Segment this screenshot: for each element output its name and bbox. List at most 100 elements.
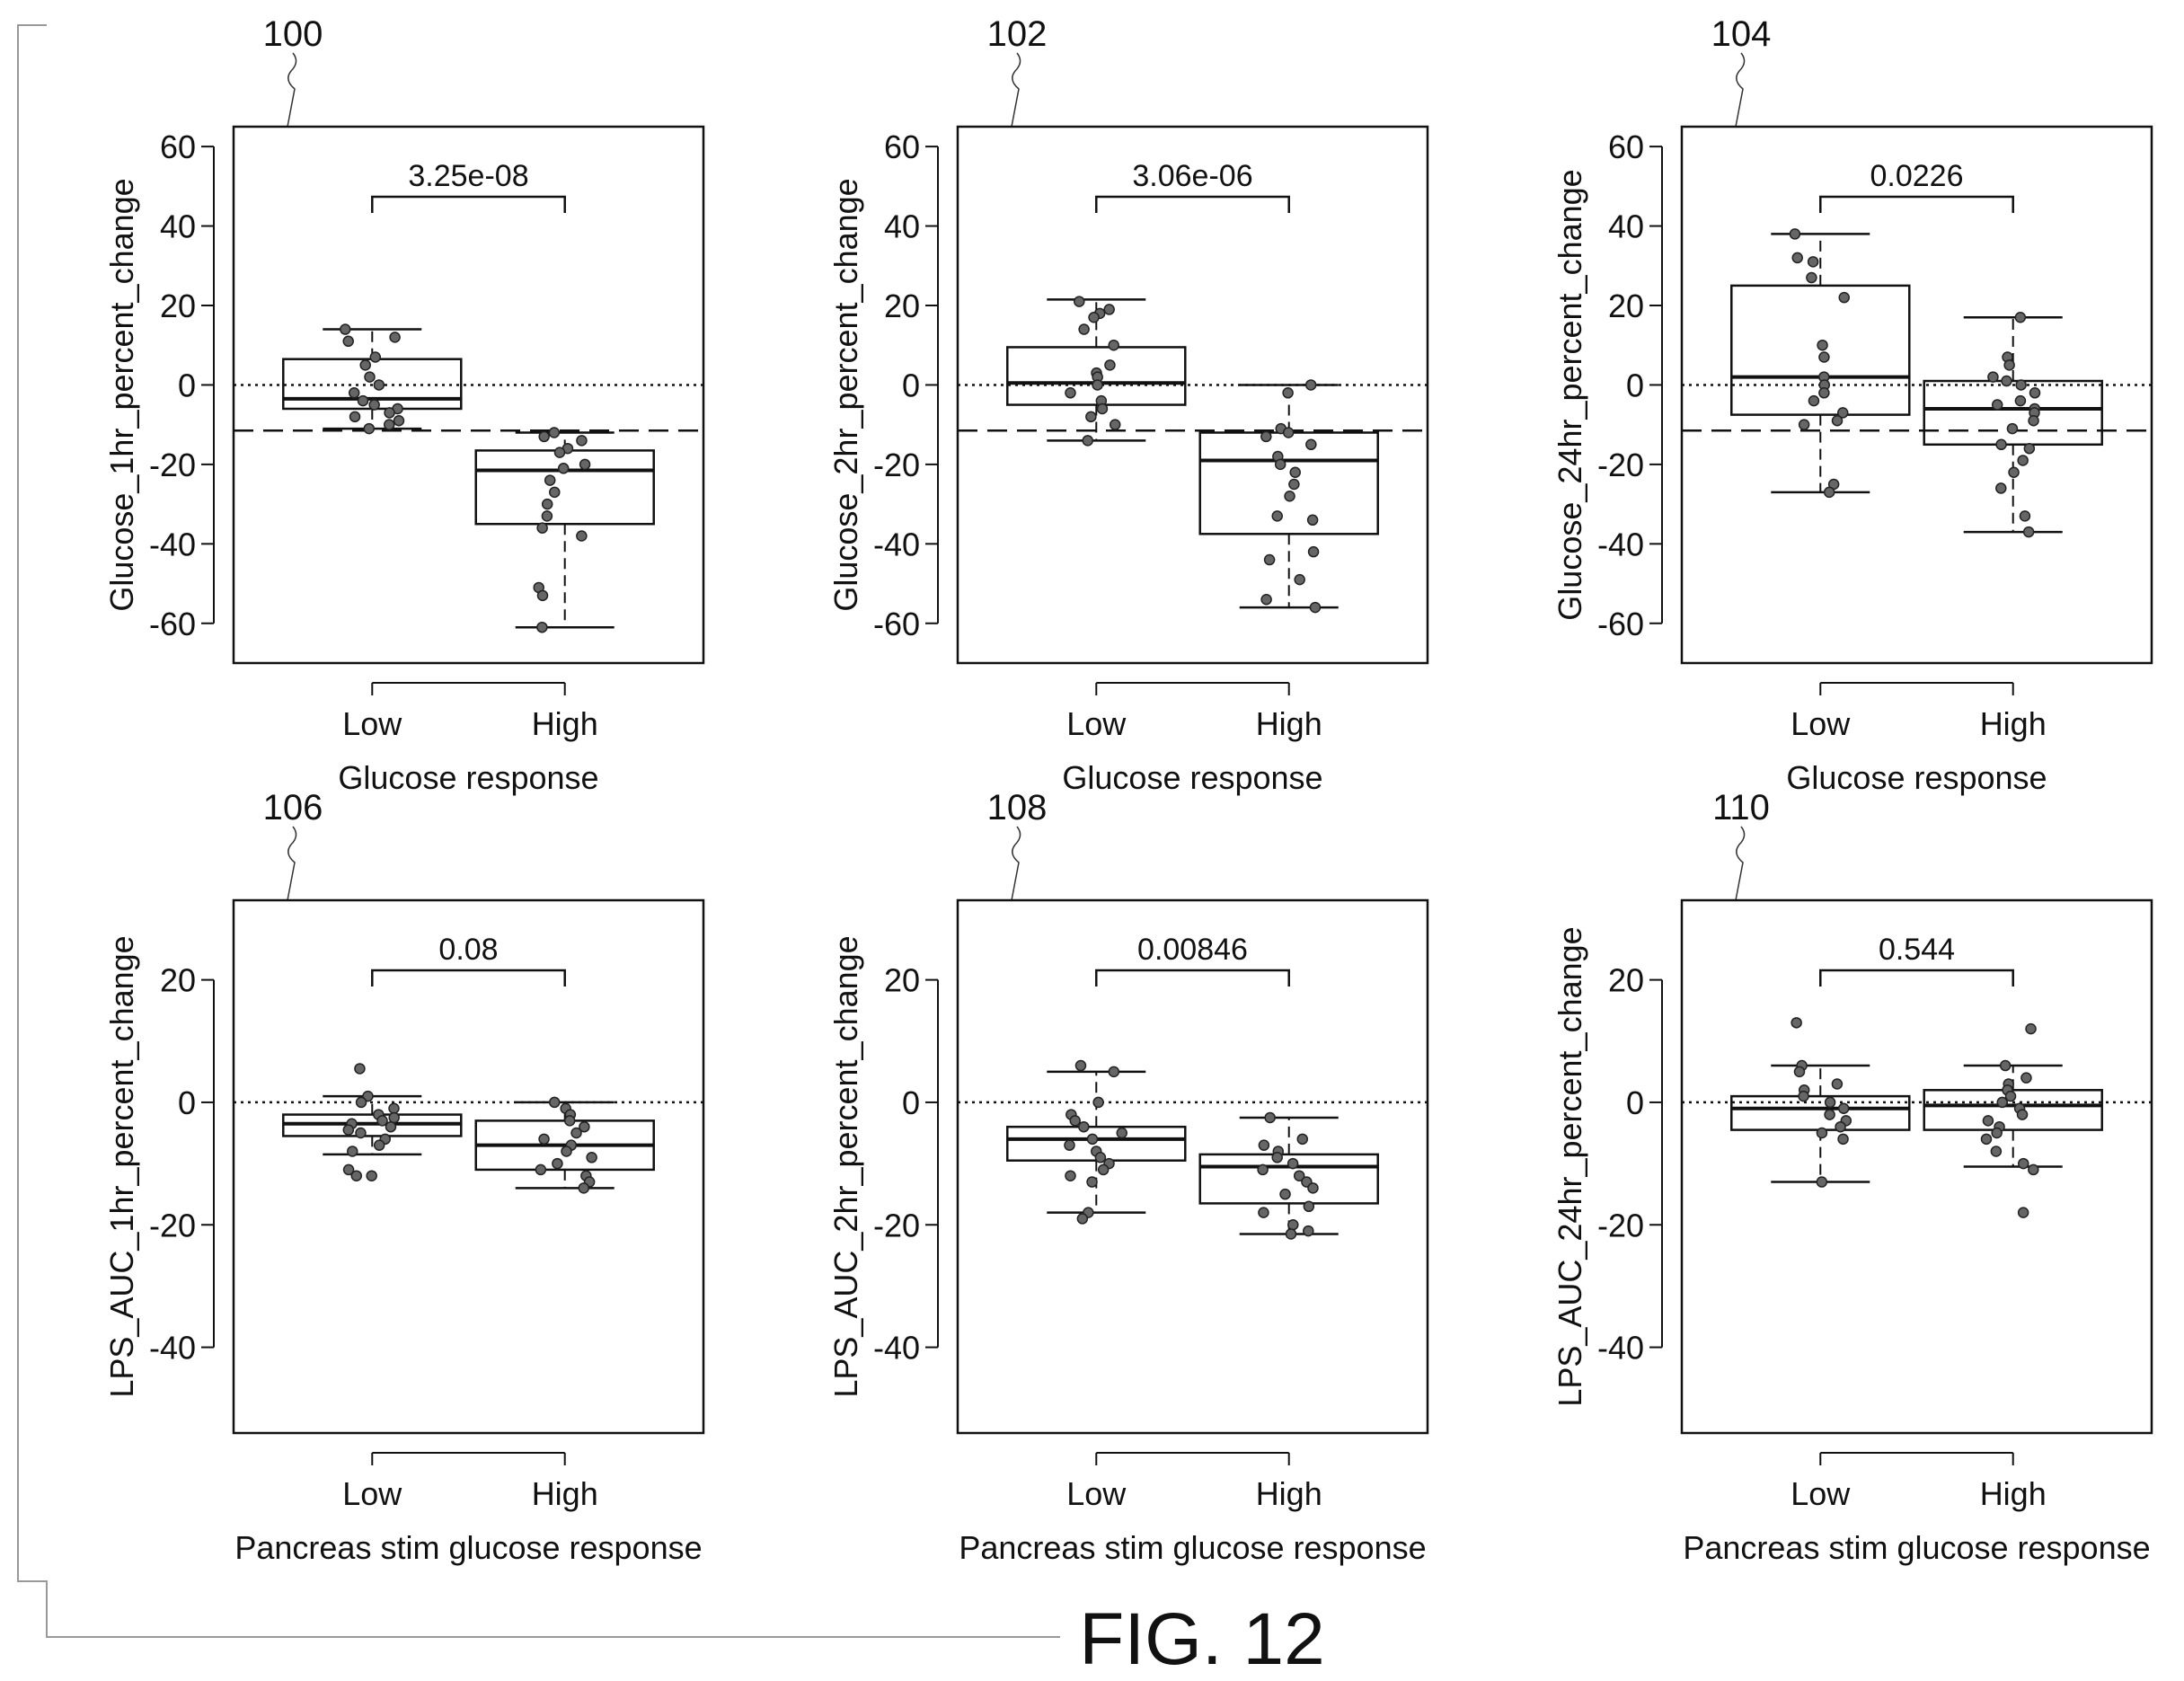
data-point [1980, 1133, 1993, 1146]
data-point [1831, 1078, 1844, 1090]
data-point [349, 411, 361, 423]
data-point [579, 1120, 590, 1133]
x-axis-label: Pancreas stim glucose response [234, 1529, 702, 1566]
data-point [1816, 1127, 1828, 1139]
data-point [578, 1182, 590, 1194]
data-point [1094, 1152, 1107, 1163]
y-tick-label: -40 [149, 1330, 196, 1367]
data-point [548, 427, 561, 438]
data-point [2001, 375, 2012, 387]
data-point [1065, 1170, 1076, 1181]
data-point [2004, 1090, 2017, 1102]
y-tick-label: -20 [1597, 1207, 1644, 1243]
data-point [548, 1096, 561, 1109]
y-tick-label: 20 [884, 962, 920, 999]
box-iqr [1198, 1153, 1379, 1205]
data-point [385, 1120, 397, 1133]
data-point [363, 422, 376, 435]
data-point [347, 1146, 358, 1157]
panels: 1006040200-20-40-60Glucose_1hr_percent_c… [103, 14, 2153, 1566]
comparison-bracket [1819, 969, 2014, 986]
y-tick-label: -20 [149, 1207, 196, 1243]
x-tick-label: High [532, 1475, 598, 1512]
y-tick-label: -60 [149, 606, 196, 642]
data-point [538, 430, 550, 443]
plot-frame [1680, 898, 2153, 1435]
data-point [1996, 1096, 2008, 1109]
data-point [1982, 1115, 1994, 1127]
data-point [1831, 414, 1844, 427]
data-point [557, 463, 570, 474]
box-iqr [1730, 284, 1911, 416]
data-point [2018, 1157, 2029, 1170]
y-tick-label: 60 [884, 128, 920, 165]
data-point [2014, 394, 2027, 407]
y-tick-label: -60 [873, 606, 920, 642]
data-point [2020, 1072, 2032, 1084]
x-tick-label: Low [1066, 705, 1127, 742]
data-point [1064, 1139, 1075, 1151]
y-tick-label: 0 [1626, 367, 1644, 403]
plot-frame [956, 898, 1429, 1435]
x-axis-label: Glucose response [1062, 759, 1322, 796]
x-tick-label: Low [1066, 1475, 1127, 1512]
data-point [2017, 1207, 2029, 1218]
plot-frame [232, 898, 705, 1435]
data-point [342, 335, 354, 348]
data-point [1791, 252, 1803, 264]
ref-leader-line [1011, 52, 1021, 128]
data-point [536, 621, 548, 633]
y-tick-label: -40 [149, 526, 196, 562]
data-point [1806, 271, 1817, 284]
y-tick-label: 40 [160, 208, 196, 245]
data-point [1789, 228, 1801, 240]
data-point [1092, 1096, 1104, 1109]
data-point [1835, 1120, 1846, 1133]
y-tick-label: -20 [149, 447, 196, 483]
data-point [1085, 411, 1097, 423]
data-point [1116, 1127, 1127, 1139]
comparison-bracket [1819, 195, 2014, 213]
y-axis-label: LPS_AUC_1hr_percent_change [103, 935, 140, 1397]
data-point [1798, 1090, 1809, 1102]
data-point [2006, 422, 2019, 435]
ref-leader-line [1011, 826, 1021, 901]
y-axis-label: LPS_AUC_24hr_percent_change [1552, 926, 1588, 1406]
data-point [1258, 1139, 1270, 1151]
data-point [342, 1163, 355, 1176]
panel-ref-number: 102 [987, 14, 1048, 54]
data-point [1303, 1225, 1314, 1237]
data-point [354, 1063, 366, 1075]
y-tick-label: -20 [873, 447, 920, 483]
data-point [1285, 1228, 1297, 1240]
y-tick-label: 0 [1626, 1084, 1644, 1121]
data-point [1282, 427, 1295, 438]
data-point [1065, 387, 1076, 399]
data-point [1279, 1188, 1291, 1200]
comparison-bracket [1095, 195, 1290, 213]
data-point [1807, 256, 1819, 268]
y-tick-label: 40 [1608, 208, 1644, 245]
data-point [1999, 1059, 2012, 1072]
data-point [2015, 379, 2027, 391]
data-point [1816, 1176, 1828, 1188]
data-point [389, 332, 401, 343]
x-tick-label: Low [342, 705, 402, 742]
panel-ref-number: 110 [1712, 788, 1770, 827]
data-point [570, 1127, 582, 1139]
data-point [2016, 1109, 2029, 1120]
y-tick-label: -20 [1597, 447, 1644, 483]
data-point [1991, 399, 2003, 411]
data-point [348, 387, 360, 399]
p-value-label: 0.544 [1879, 933, 1955, 967]
data-point [1088, 312, 1100, 323]
data-point [1108, 339, 1119, 351]
box-iqr [474, 449, 655, 526]
data-point [549, 486, 561, 499]
p-value-label: 3.25e-08 [408, 159, 528, 193]
data-point [1097, 1163, 1110, 1176]
data-point [1306, 514, 1319, 526]
